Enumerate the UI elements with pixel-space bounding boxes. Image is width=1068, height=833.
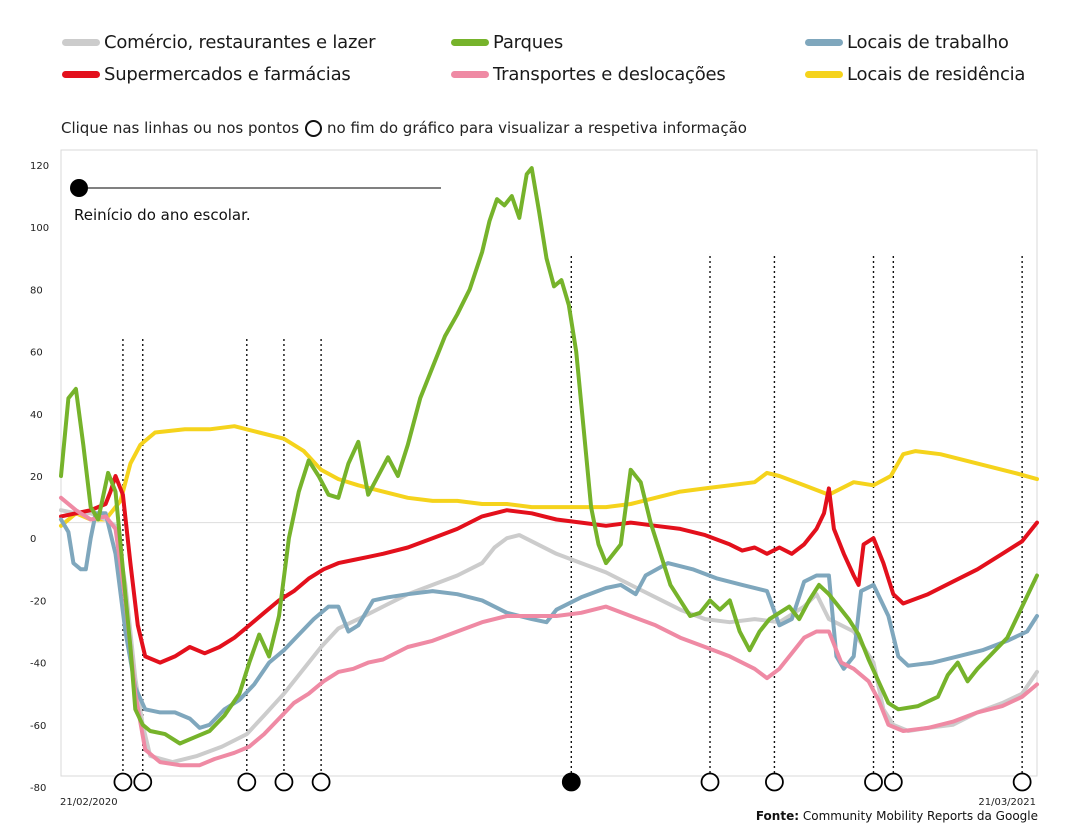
y-tick-label: -40 (30, 659, 46, 670)
event-marker[interactable] (883, 772, 903, 792)
y-tick-label: 80 (30, 285, 43, 296)
legend-swatch (451, 70, 489, 78)
event-marker[interactable] (765, 772, 784, 792)
hint-circle-icon (305, 119, 323, 137)
source-text: Community Mobility Reports da Google (802, 809, 1038, 823)
legend-swatch (805, 70, 843, 78)
series-line[interactable] (59, 424, 1039, 528)
series-line[interactable] (59, 511, 1039, 730)
series-line[interactable] (59, 495, 1039, 768)
y-tick-label: 40 (30, 410, 43, 421)
legend-label: Locais de residência (847, 63, 1026, 85)
source-credit: Fonte: Community Mobility Reports da Goo… (756, 809, 1038, 823)
event-marker[interactable] (700, 772, 720, 792)
legend-label: Supermercados e farmácias (104, 63, 351, 85)
legend-item[interactable]: Transportes e deslocações (451, 62, 726, 86)
legend-swatch (62, 70, 100, 78)
event-marker[interactable] (561, 772, 581, 792)
x-start-label: 21/02/2020 (60, 797, 118, 808)
legend-swatch (451, 38, 489, 46)
plot-frame (60, 149, 1038, 777)
x-end-label: 21/03/2021 (978, 797, 1036, 808)
legend-item[interactable]: Supermercados e farmácias (62, 62, 351, 86)
y-tick-label: 100 (30, 223, 49, 234)
y-tick-label: 120 (30, 161, 49, 172)
event-marker[interactable] (133, 772, 153, 792)
source-label: Fonte: (755, 809, 800, 823)
legend-item[interactable]: Comércio, restaurantes e lazer (62, 30, 376, 54)
legend-swatch (62, 38, 100, 46)
legend-item[interactable]: Locais de residência (805, 62, 1025, 86)
annotation-text: Reinício do ano escolar. (74, 206, 251, 224)
event-marker[interactable] (274, 772, 294, 792)
y-tick-label: 60 (30, 348, 43, 359)
legend-item[interactable]: Locais de trabalho (805, 30, 1009, 54)
event-marker[interactable] (237, 772, 257, 792)
y-tick-label: -60 (30, 721, 46, 732)
legend-label: Parques (493, 31, 564, 53)
event-marker[interactable] (1012, 772, 1032, 792)
legend-label: Locais de trabalho (847, 31, 1009, 53)
hint-text: Clique nas linhas ou nos pontos no fim d… (61, 119, 747, 137)
legend-label: Comércio, restaurantes e lazer (104, 31, 376, 53)
series-line[interactable] (59, 166, 1039, 746)
legend-label: Transportes e deslocações (493, 63, 726, 85)
legend-item[interactable]: Parques (451, 30, 563, 54)
y-tick-label: 20 (30, 472, 43, 483)
hint-text-before: Clique nas linhas ou nos pontos (61, 119, 300, 137)
hint-text-after: no fim do gráfico para visualizar a resp… (327, 119, 747, 137)
event-marker[interactable] (311, 772, 331, 792)
y-tick-label: -20 (30, 596, 46, 607)
y-tick-label: 0 (30, 534, 36, 545)
series-line[interactable] (59, 474, 1039, 665)
y-tick-label: -80 (30, 783, 46, 794)
event-marker[interactable] (113, 772, 133, 792)
event-marker[interactable] (864, 772, 883, 792)
legend-swatch (805, 38, 843, 46)
annotation-dot (70, 179, 88, 197)
chart-legend: Comércio, restaurantes e lazer Parques Loc… (0, 0, 1068, 100)
